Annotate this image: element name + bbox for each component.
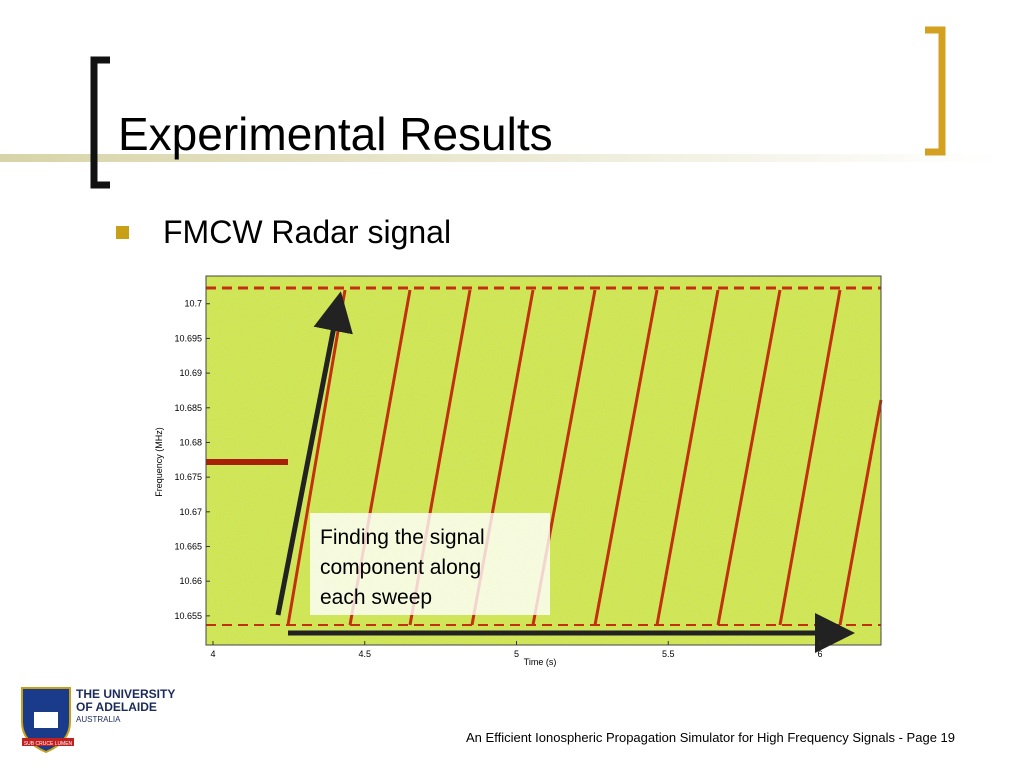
footer: An Efficient Ionospheric Propagation Sim… — [466, 730, 955, 745]
logo: SUB CRUCE LUMEN THE UNIVERSITY OF ADELAI… — [21, 687, 175, 754]
logo-text: AUSTRALIA — [76, 715, 121, 724]
y-axis-label: Frequency (MHz) — [154, 427, 164, 497]
left-bracket — [90, 56, 110, 189]
annotation-line: component along — [320, 556, 481, 579]
arrow — [275, 291, 353, 616]
y-tick-label: 10.685 — [174, 403, 202, 413]
bullet-marker — [116, 226, 129, 239]
slide-title: Experimental Results — [118, 108, 553, 160]
x-tick-label: 6 — [817, 649, 822, 659]
annotation-line: each sweep — [320, 586, 432, 609]
x-axis-label: Time (s) — [524, 657, 557, 667]
x-tick-label: 4 — [210, 649, 215, 659]
title-rule — [0, 154, 1000, 162]
logo-text: THE UNIVERSITY — [76, 687, 175, 701]
y-tick-label: 10.695 — [174, 333, 202, 343]
annotation-box — [310, 513, 550, 615]
logo-book — [34, 712, 58, 728]
annotation-line: Finding the signal — [320, 526, 485, 549]
logo-ribbon — [22, 738, 74, 746]
logo-text: OF ADELAIDE — [76, 700, 157, 714]
x-tick-label: 5 — [514, 649, 519, 659]
y-tick-label: 10.665 — [174, 542, 202, 552]
y-tick-label: 10.655 — [174, 611, 202, 621]
y-tick-label: 10.66 — [179, 576, 202, 586]
bullet-text: FMCW Radar signal — [163, 214, 451, 250]
y-tick-label: 10.69 — [179, 368, 202, 378]
y-tick-label: 10.68 — [179, 437, 202, 447]
y-tick-label: 10.675 — [174, 472, 202, 482]
right-bracket — [925, 26, 946, 156]
plot-frame — [205, 275, 882, 646]
y-tick-label: 10.67 — [179, 507, 202, 517]
x-tick-label: 5.5 — [662, 649, 675, 659]
y-tick-label: 10.7 — [184, 299, 202, 309]
logo-motto: SUB CRUCE LUMEN — [24, 741, 73, 747]
chart: Finding the signal component along each … — [154, 275, 883, 667]
x-tick-label: 4.5 — [358, 649, 371, 659]
